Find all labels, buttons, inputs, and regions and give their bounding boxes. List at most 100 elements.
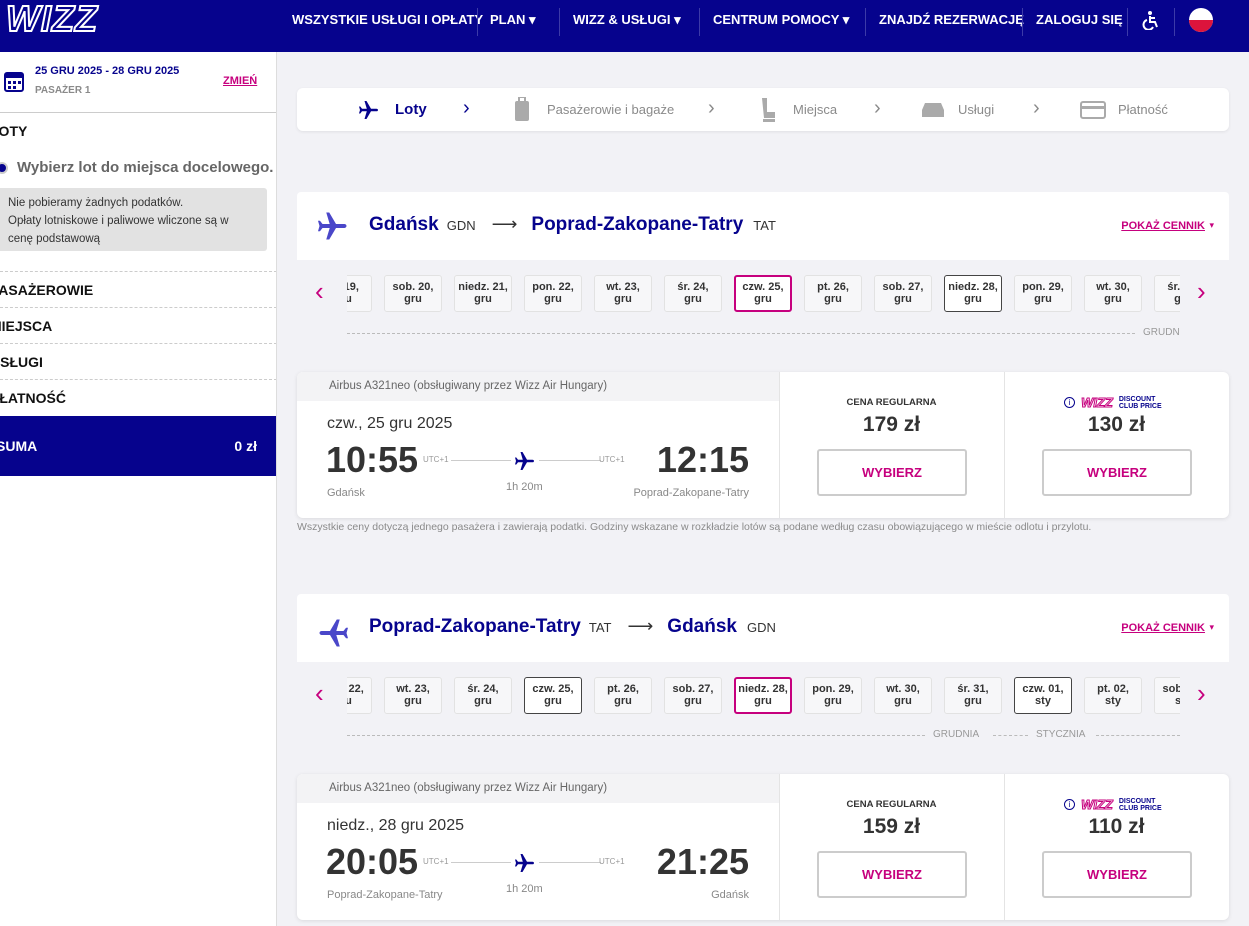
nav-item[interactable]: WSZYSTKIE USŁUGI I OPŁATY <box>292 12 484 27</box>
regular-label: CENA REGULARNA <box>846 799 937 810</box>
chip-month: gru <box>1174 293 1180 305</box>
nav-label: PLAN <box>490 12 526 27</box>
info-icon: i <box>1064 799 1076 810</box>
date-chip[interactable]: śr. 24, gru <box>454 677 512 714</box>
date-chip[interactable]: śr. 24, gru <box>664 275 722 312</box>
date-chip[interactable]: niedz. 28, gru <box>734 677 792 714</box>
chip-day: sob. 27, <box>882 281 924 293</box>
separator <box>1174 8 1175 36</box>
note-line: Nie pobieramy żadnych podatków. <box>8 197 184 209</box>
separator <box>559 8 560 36</box>
date-chip[interactable]: czw. 25, gru <box>734 275 792 312</box>
date-chip[interactable]: pon. 22,gru <box>347 677 372 714</box>
chip-day: sob. 03, <box>1162 683 1180 695</box>
total-bar: SUMA 0 zł <box>0 416 276 476</box>
date-chip[interactable]: sob. 27, gru <box>874 275 932 312</box>
date-chip[interactable]: pt. 19,gru <box>347 275 372 312</box>
chip-day: pon. 22, <box>347 683 364 695</box>
date-chip[interactable]: pon. 22,gru <box>524 275 582 312</box>
nav-item[interactable]: ZNAJDŹ REZERWACJĘ <box>879 12 1024 27</box>
select-button[interactable]: WYBIERZ <box>1042 851 1192 898</box>
info-icon: i <box>1064 397 1076 408</box>
step-label: USŁUGI <box>0 354 43 370</box>
month-bar: GRUDNIA STYCZNIA <box>347 728 1180 742</box>
date-chip[interactable]: pt. 02, sty <box>1084 677 1142 714</box>
chip-month: gru <box>684 293 702 305</box>
dashed-divider <box>0 307 276 308</box>
date-chip[interactable]: pt. 26, gru <box>594 677 652 714</box>
nav-item[interactable]: PLAN ▾ <box>490 12 536 27</box>
chevron: › <box>463 97 470 119</box>
seat-icon <box>762 98 775 122</box>
chip-month: gru <box>964 293 982 305</box>
date-chip[interactable]: wt. 23, gru <box>384 677 442 714</box>
regular-price: 159 zł <box>862 815 921 838</box>
month-label: STYCZNIA <box>1036 729 1086 740</box>
select-button[interactable]: WYBIERZ <box>1042 449 1192 496</box>
date-chip[interactable]: niedz. 21, gru <box>454 275 512 312</box>
nav-item[interactable]: ZALOGUJ SIĘ <box>1036 12 1123 27</box>
date-chip[interactable]: wt. 30, gru <box>874 677 932 714</box>
nav-item[interactable]: WIZZ & USŁUGI ▾ <box>573 12 681 27</box>
separator <box>1022 8 1023 36</box>
chip-month: sty <box>1035 695 1051 707</box>
date-chip[interactable]: niedz. 28, gru <box>944 275 1002 312</box>
date-chip[interactable]: czw. 25, gru <box>524 677 582 714</box>
nav-item[interactable]: CENTRUM POMOCY ▾ <box>713 12 850 27</box>
date-chip[interactable]: śr. 31,gru <box>1154 275 1180 312</box>
chip-month: gru <box>894 293 912 305</box>
divider <box>0 112 276 113</box>
chip-month: gru <box>894 695 912 707</box>
date-chip[interactable]: czw. 01, sty <box>1014 677 1072 714</box>
date-chip[interactable]: sob. 27, gru <box>664 677 722 714</box>
dashed-line <box>347 333 1135 334</box>
total-label: SUMA <box>0 438 38 454</box>
progress-step: Pasażerowie i bagaże <box>547 102 675 117</box>
step-label: PASAŻEROWIE <box>0 282 94 298</box>
regular-price: 179 zł <box>862 413 921 436</box>
club-price: 130 zł <box>1087 413 1146 436</box>
chip-month: gru <box>474 695 492 707</box>
next-arrow[interactable]: › <box>1197 678 1206 708</box>
accessibility-icon[interactable] <box>1141 10 1161 30</box>
progress-step[interactable]: Loty <box>395 101 427 118</box>
chip-month: gru <box>754 695 772 707</box>
date-chip[interactable]: śr. 31,gru <box>944 677 1002 714</box>
date-chip[interactable]: wt. 23, gru <box>594 275 652 312</box>
price-list-link[interactable]: POKAŻ CENNIK <box>1121 622 1205 634</box>
prev-arrow[interactable]: ‹ <box>315 678 324 708</box>
dashed-line <box>1096 735 1180 736</box>
note-line: Opłaty lotniskowe i paliwowe wliczone są… <box>8 215 229 245</box>
chip-day: śr. 31, <box>957 683 989 695</box>
origin-city: Gdańsk <box>369 214 439 235</box>
chip-day: niedz. 28, <box>948 281 998 293</box>
chip-month: gru <box>544 293 562 305</box>
club-logo: i WIZZ DISCOUNT CLUB PRICE <box>1004 395 1229 411</box>
next-arrow[interactable]: › <box>1197 276 1206 306</box>
date-strip: pt. 19,gru sob. 20,gru niedz. 21,gru pon. 2… <box>347 275 1180 315</box>
date-chip[interactable]: sob. 03,sty <box>1154 677 1180 714</box>
date-chip[interactable]: wt. 30, gru <box>1084 275 1142 312</box>
date-chip[interactable]: sob. 20, gru <box>384 275 442 312</box>
date-chip[interactable]: pon. 29, gru <box>1014 275 1072 312</box>
arrival-city: Poprad-Zakopane-Tatry <box>633 487 749 499</box>
price-list-link[interactable]: POKAŻ CENNIK <box>1121 220 1205 232</box>
prev-arrow[interactable]: ‹ <box>315 276 324 306</box>
change-link[interactable]: ZMIEŃ <box>223 75 258 87</box>
date-chip[interactable]: pon. 29, gru <box>804 677 862 714</box>
step-label: MIEJSCA <box>0 318 53 334</box>
chip-month: gru <box>1104 293 1122 305</box>
select-button[interactable]: WYBIERZ <box>817 449 967 496</box>
date-chip[interactable]: pt. 26, gru <box>804 275 862 312</box>
club-label: DISCOUNT CLUB PRICE <box>1118 797 1162 812</box>
disclaimer: Wszystkie ceny dotyczą jednego pasażera … <box>297 521 1092 533</box>
club-label: DISCOUNT CLUB PRICE <box>1118 395 1162 410</box>
select-button[interactable]: WYBIERZ <box>817 851 967 898</box>
chip-day: wt. 30, <box>1096 281 1130 293</box>
logo[interactable]: WIZZ <box>5 0 98 40</box>
club-price: 110 zł <box>1088 815 1145 838</box>
language-flag[interactable] <box>1188 7 1214 33</box>
departure-tz: UTC+1 <box>423 455 449 464</box>
